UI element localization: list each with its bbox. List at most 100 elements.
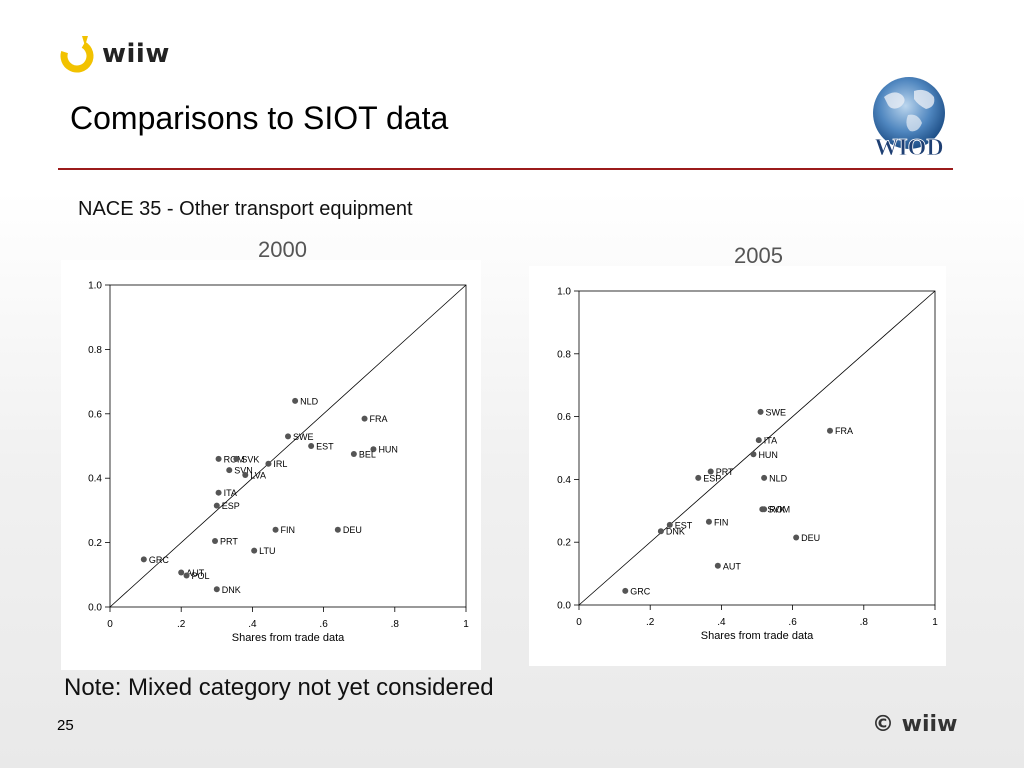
data-point-pol	[183, 572, 190, 579]
x-tick-label: 0	[107, 619, 113, 630]
x-tick-label: .6	[788, 617, 797, 628]
point-label-deu: DEU	[801, 533, 820, 543]
x-tick-label: .2	[646, 617, 655, 628]
data-point-nld	[761, 474, 768, 481]
data-point-nld	[292, 397, 299, 404]
y-tick-label: 0.6	[557, 412, 571, 423]
point-label-swe: SWE	[766, 407, 787, 417]
subtitle: NACE 35 - Other transport equipment	[78, 198, 413, 220]
point-label-prt: PRT	[220, 536, 238, 546]
data-point-fra	[826, 427, 833, 434]
point-label-aut: AUT	[186, 568, 205, 578]
y-tick-label: 0.0	[557, 601, 571, 612]
data-point-svn	[226, 467, 233, 474]
data-point-dnk	[657, 528, 664, 535]
plot-frame	[109, 284, 467, 608]
wiiw-logo-icon	[60, 36, 94, 73]
y-tick-label: 1.0	[557, 287, 571, 298]
y-tick-label: 0.4	[557, 475, 571, 486]
data-point-prt	[212, 537, 219, 544]
data-point-grc	[622, 587, 629, 594]
point-label-fra: FRA	[370, 414, 388, 424]
data-point-prt	[707, 468, 714, 475]
data-point-fin	[272, 526, 279, 533]
x-tick-label: 0	[576, 617, 582, 628]
data-point-aut	[178, 569, 185, 576]
data-point-lva	[242, 471, 249, 478]
point-label-nld: NLD	[769, 473, 788, 483]
data-point-rom	[215, 455, 222, 462]
point-label-fin: FIN	[281, 525, 296, 535]
data-point-aut	[714, 562, 721, 569]
point-label-dnk: DNK	[222, 585, 241, 595]
wiod-logo-text: WIOD	[874, 135, 943, 160]
wiod-logo: WIOD	[873, 77, 945, 160]
y-tick-label: 0.8	[557, 349, 571, 360]
x-tick-label: .4	[717, 617, 726, 628]
point-label-ita: ITA	[764, 436, 777, 446]
x-axis-label: Shares from trade data	[701, 630, 814, 642]
data-point-est	[666, 521, 673, 528]
data-point-irl	[265, 460, 272, 467]
point-label-svk: SVK	[241, 454, 259, 464]
data-point-ltu	[251, 547, 258, 554]
y-tick-label: 0.4	[88, 474, 102, 485]
page-title: Comparisons to SIOT data	[70, 100, 449, 136]
x-tick-label: .4	[248, 619, 257, 630]
wiiw-logo: wiiw	[58, 32, 170, 76]
point-label-bel: BEL	[359, 450, 376, 460]
x-tick-label: .6	[319, 619, 328, 630]
title-divider	[58, 168, 953, 170]
point-label-hun: HUN	[378, 445, 398, 455]
data-point-dnk	[213, 586, 220, 593]
point-label-grc: GRC	[149, 555, 170, 565]
data-point-esp	[695, 474, 702, 481]
point-label-svk: SVK	[767, 505, 785, 515]
point-label-dnk: DNK	[666, 527, 685, 537]
data-point-esp	[213, 502, 220, 509]
point-label-ita: ITA	[224, 488, 237, 498]
point-label-pol: POL	[192, 571, 210, 581]
data-point-fra	[361, 415, 368, 422]
data-point-bel	[350, 451, 357, 458]
point-label-hun: HUN	[758, 450, 778, 460]
point-label-deu: DEU	[343, 525, 362, 535]
chart-panel-2005: 0.0 0.2 0.4 0.6 0.8 1.0 0.2.4.6.8 1 Shares from …	[529, 266, 946, 666]
x-tick-label: 1	[932, 617, 938, 628]
point-label-est: EST	[675, 520, 693, 530]
chart-title-2005: 2005	[734, 243, 783, 268]
point-label-svn: SVN	[234, 466, 253, 476]
chart-panel-2000: 0.0 0.2 0.4 0.6 0.8 1.0 0.2.4.6.8 1 Shares from …	[61, 260, 481, 670]
point-label-fra: FRA	[835, 426, 853, 436]
y-tick-label: 0.6	[88, 409, 102, 420]
point-label-esp: ESP	[222, 501, 240, 511]
point-label-grc: GRC	[630, 586, 651, 596]
logo-text: wiiw	[102, 39, 170, 69]
point-label-aut: AUT	[723, 561, 742, 571]
data-point-deu	[793, 534, 800, 541]
point-label-prt: PRT	[716, 467, 734, 477]
data-point-swe	[285, 433, 291, 440]
data-point-ita	[755, 437, 762, 444]
data-point-grc	[140, 556, 147, 563]
x-axis-label: Shares from trade data	[232, 632, 345, 644]
point-label-esp: ESP	[703, 473, 721, 483]
data-point-svk	[233, 455, 240, 462]
x-tick-label: .8	[860, 617, 869, 628]
y-tick-label: 0.2	[88, 538, 102, 549]
point-label-ltu: LTU	[259, 546, 275, 556]
point-label-lva: LVA	[250, 470, 266, 480]
point-label-swe: SWE	[293, 432, 314, 442]
data-point-deu	[334, 526, 341, 533]
data-point-fin	[705, 518, 712, 525]
page-number: 25	[57, 717, 74, 734]
y-tick-label: 1.0	[88, 281, 102, 292]
data-point-est	[308, 443, 315, 449]
data-point-swe	[757, 408, 764, 415]
reference-line-45deg	[109, 284, 467, 608]
footnote: Note: Mixed category not yet considered	[64, 674, 494, 701]
reference-line-45deg	[578, 290, 936, 606]
data-point-hun	[370, 446, 377, 453]
